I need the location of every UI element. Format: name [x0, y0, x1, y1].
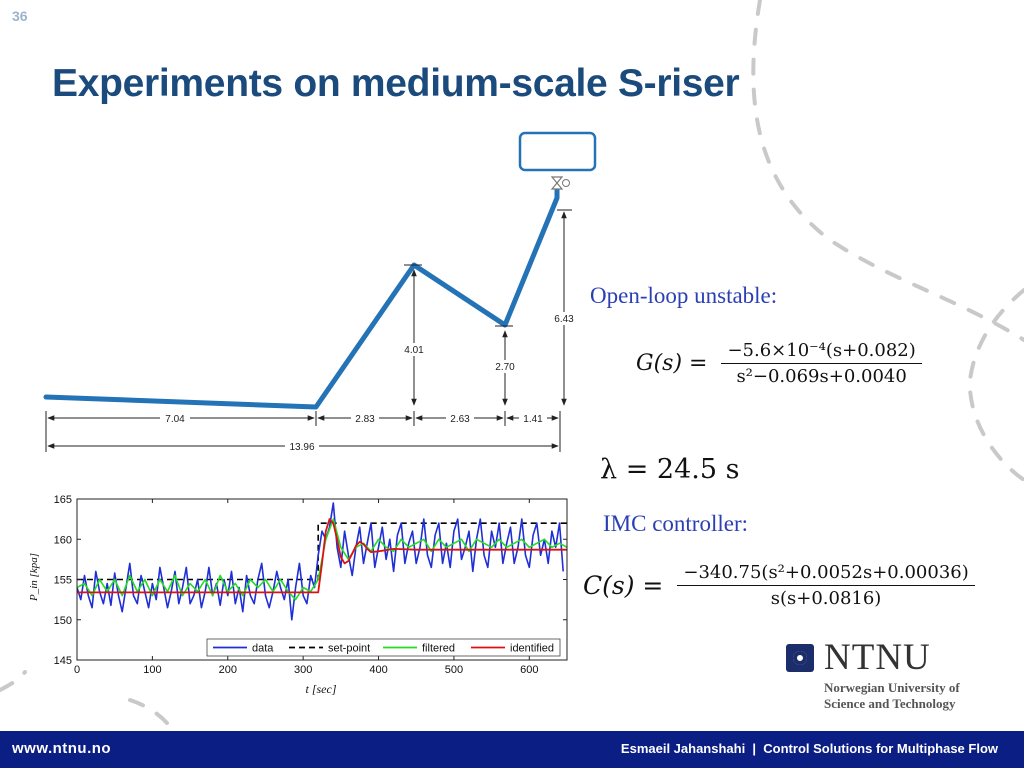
- controller-numerator: −340.75(s²+0.0052s+0.00036): [677, 562, 975, 586]
- ntnu-logo-icon: [786, 644, 814, 672]
- ntnu-logo-wordmark: NTNU: [824, 637, 931, 678]
- total-length-label: 13.96: [289, 442, 314, 453]
- x-tick-label: 500: [445, 664, 463, 676]
- series-line-identified: [77, 518, 567, 594]
- y-axis-label: P_in [kpa]: [28, 553, 40, 602]
- lambda-value: λ = 24.5 s: [600, 454, 740, 485]
- x-tick-label: 600: [520, 664, 538, 676]
- legend-label-identified: identified: [510, 643, 554, 655]
- page-number: 36: [12, 8, 28, 24]
- legend-label-set-point: set-point: [328, 643, 370, 655]
- ntnu-logo-subtitle: Norwegian University of Science and Techn…: [824, 680, 960, 711]
- plant-fraction: −5.6×10⁻⁴(s+0.082) s²−0.069s+0.0040: [721, 340, 922, 387]
- length-label-4: 1.41: [523, 414, 543, 425]
- x-tick-label: 400: [369, 664, 387, 676]
- controller-heading: IMC controller:: [603, 511, 748, 536]
- footer-bar: www.ntnu.no Esmaeil Jahanshahi | Control…: [0, 731, 1024, 768]
- x-tick-label: 100: [143, 664, 161, 676]
- pressure-chart: 0 100 200 300 400 500 600 145 150 155 160 165 P_in …: [28, 494, 568, 696]
- y-tick-label: 165: [54, 494, 72, 506]
- x-axis-label: t [sec]: [306, 682, 337, 696]
- x-tick-label: 300: [294, 664, 312, 676]
- plant-transfer-function: G(s) = −5.6×10⁻⁴(s+0.082) s²−0.069s+0.00…: [636, 340, 922, 387]
- y-tick-label: 145: [54, 655, 72, 667]
- length-label-3: 2.63: [450, 414, 470, 425]
- slide-title: Experiments on medium-scale S-riser: [52, 62, 740, 105]
- controller-lhs: C(s) =: [583, 571, 664, 600]
- height-label-2: 2.70: [495, 362, 515, 373]
- controller-denominator: s(s+0.0816): [770, 588, 882, 609]
- y-tick-label: 150: [54, 615, 72, 627]
- legend-label-data: data: [252, 643, 274, 655]
- riser-diagram: 4.01 2.70 6.43 7.04 2.83 2.63 1.41 13.96: [43, 131, 597, 453]
- height-label-1: 4.01: [404, 345, 424, 356]
- length-label-1: 7.04: [165, 414, 185, 425]
- chart-legend: data set-point filtered identified: [206, 638, 561, 657]
- footer-credit: Esmaeil Jahanshahi | Control Solutions f…: [620, 741, 998, 756]
- length-label-2: 2.83: [355, 414, 375, 425]
- model-heading: Open-loop unstable:: [590, 283, 778, 308]
- x-tick-label: 200: [219, 664, 237, 676]
- footer-url: www.ntnu.no: [12, 740, 112, 757]
- plant-numerator: −5.6×10⁻⁴(s+0.082): [721, 340, 922, 364]
- y-tick-label: 160: [54, 534, 72, 546]
- separator-tank: [518, 131, 597, 172]
- plant-lhs: G(s) =: [636, 351, 708, 376]
- height-label-3: 6.43: [554, 314, 574, 325]
- controller-fraction: −340.75(s²+0.0052s+0.00036) s(s+0.0816): [677, 562, 975, 609]
- valve-icon: [550, 176, 570, 190]
- controller-transfer-function: C(s) = −340.75(s²+0.0052s+0.00036) s(s+0…: [583, 562, 975, 609]
- legend-label-filtered: filtered: [422, 643, 455, 655]
- riser-pipe: [43, 195, 560, 410]
- y-tick-label: 155: [54, 575, 72, 587]
- x-tick-label: 0: [74, 664, 80, 676]
- plant-denominator: s²−0.069s+0.0040: [736, 366, 907, 387]
